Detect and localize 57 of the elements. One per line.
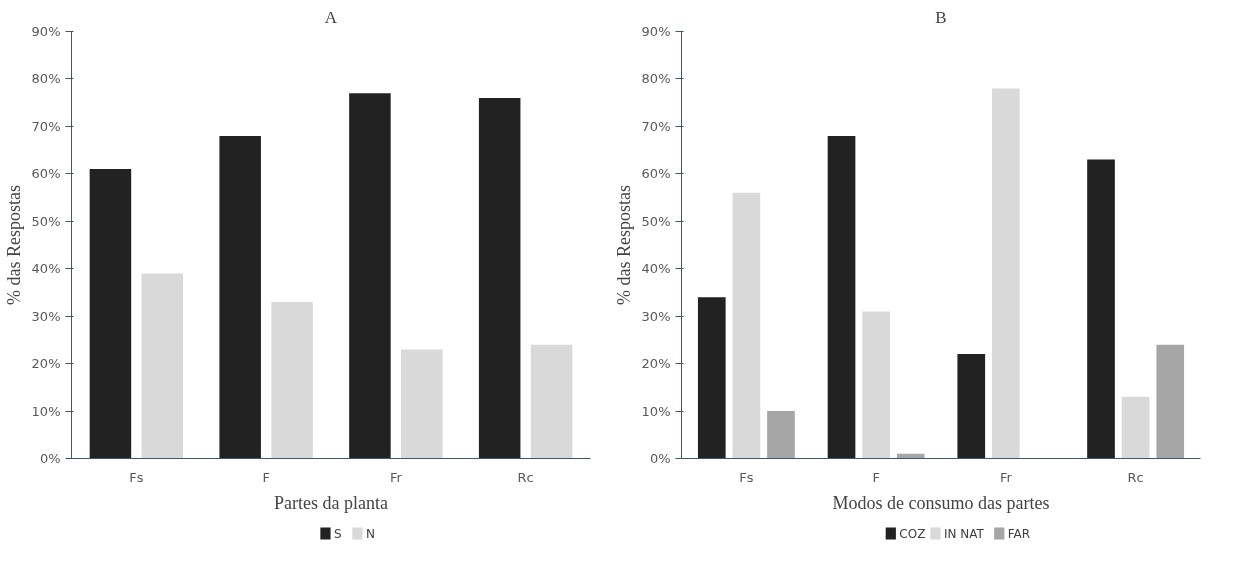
x-tick-label: Rc: [1127, 469, 1144, 485]
x-tick-label: Fr: [389, 469, 403, 485]
x-tick-label: Rc: [517, 469, 534, 485]
chart-title: B: [935, 7, 947, 27]
y-tick-label: 0%: [39, 451, 61, 466]
y-tick-label: 90%: [641, 24, 671, 39]
bar: [1121, 396, 1150, 459]
bar: [697, 297, 726, 459]
x-axis-title: Modos de consumo das partes: [832, 492, 1050, 513]
bar: [1156, 344, 1185, 459]
y-tick-label: 70%: [641, 118, 671, 134]
x-tick-label: Fs: [129, 469, 144, 485]
bar: [89, 169, 132, 459]
legend-label: COZ: [899, 526, 926, 541]
x-tick-label: F: [262, 469, 270, 485]
bar: [1087, 159, 1115, 459]
y-axis-title: % das Respostas: [3, 184, 24, 305]
y-tick-label: 20%: [641, 356, 671, 372]
y-tick-label: 10%: [31, 403, 61, 419]
chart-title: A: [324, 7, 338, 27]
y-tick-label: 60%: [641, 166, 671, 182]
y-tick-label: 40%: [641, 261, 671, 277]
bar: [219, 135, 261, 459]
x-axis-title: Partes da planta: [274, 492, 388, 513]
y-tick-label: 80%: [31, 71, 61, 87]
bar: [862, 311, 890, 459]
x-tick-label: Fs: [739, 469, 754, 485]
y-tick-label: 30%: [31, 308, 61, 324]
x-tick-label: Fr: [999, 469, 1013, 485]
y-tick-label: 40%: [31, 261, 61, 277]
legend-label: IN NAT: [943, 526, 985, 541]
bar: [732, 192, 761, 459]
bar: [478, 97, 521, 459]
bar: [141, 273, 184, 459]
x-tick-label: F: [872, 469, 880, 485]
bar: [271, 301, 313, 459]
bar: [992, 88, 1020, 459]
y-tick-label: 30%: [641, 308, 671, 324]
y-tick-label: 50%: [641, 213, 671, 229]
bar: [349, 93, 391, 459]
legend-label: S: [333, 526, 342, 541]
bar: [827, 135, 856, 459]
y-tick-label: 20%: [31, 356, 61, 372]
bar: [957, 354, 986, 459]
bar: [767, 411, 795, 459]
y-tick-label: 80%: [641, 71, 671, 87]
y-tick-label: 60%: [31, 166, 61, 182]
legend-label: FAR: [1007, 526, 1031, 541]
legend-label: N: [365, 526, 375, 541]
y-tick-label: 10%: [641, 403, 671, 419]
y-axis-title: % das Respostas: [613, 184, 634, 305]
bar: [530, 344, 573, 459]
y-tick-label: 50%: [31, 213, 61, 229]
bar: [401, 349, 443, 459]
y-tick-label: 70%: [31, 118, 61, 134]
y-tick-label: 0%: [649, 451, 671, 466]
y-tick-label: 90%: [31, 24, 61, 39]
